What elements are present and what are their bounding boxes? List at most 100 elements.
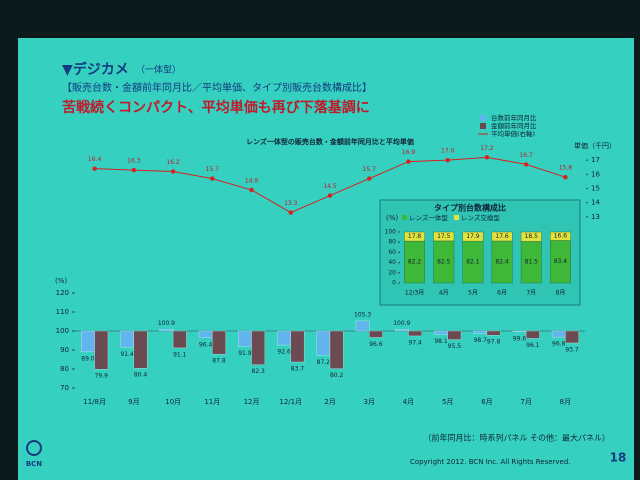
bar (159, 329, 174, 332)
price-point (249, 187, 254, 193)
legend-swatch (402, 215, 407, 220)
bar-value-label: 100.9 (393, 320, 410, 327)
bar-value-label: 100.9 (158, 320, 175, 327)
price-label: 16.9 (402, 149, 416, 156)
price-point (445, 157, 450, 163)
stack-segment (404, 231, 425, 242)
bar-value-label: 97.8 (487, 339, 501, 346)
legend-swatch (454, 215, 459, 220)
logo: BCN (26, 460, 42, 468)
section: ▼デジカメ (62, 61, 129, 78)
x-tick-label: 4月 (403, 398, 414, 406)
segment-label: 82.2 (408, 259, 422, 266)
legend-swatch (480, 123, 486, 129)
segment-label: 17.5 (437, 233, 451, 240)
bar (408, 330, 422, 337)
price-point (327, 193, 333, 198)
x-tick-label: 5月 (468, 290, 478, 297)
chart-title: タイプ別台数構成比 (434, 203, 506, 213)
bar (329, 330, 344, 369)
bar-value-label: 79.9 (95, 373, 109, 380)
price-point (131, 167, 137, 173)
bar-value-label: 91.1 (173, 351, 187, 358)
price-label: 16.4 (88, 156, 102, 163)
bar (316, 330, 331, 356)
stack-segment (433, 231, 455, 242)
segment-label: 17.9 (466, 233, 480, 240)
x-tick-label: 6月 (481, 398, 492, 406)
price-label: 13.3 (284, 200, 298, 207)
price-label: 17.2 (480, 145, 494, 152)
bar (512, 330, 527, 332)
section-note: （一体型） (136, 64, 181, 76)
price-point (367, 176, 372, 181)
price-point (210, 176, 215, 181)
bar (565, 330, 579, 344)
footer-note: （前年同月比：時系列パネル その他：最大パネル） (423, 433, 610, 443)
y2-tick-label: 17 (591, 156, 600, 164)
y-tick-label: 90 (60, 346, 69, 354)
legend-label: 平均単価(右軸) (491, 129, 535, 138)
bar (277, 330, 291, 346)
x-tick-label: 7月 (526, 290, 536, 297)
price-label: 17.0 (441, 148, 455, 155)
bar (94, 330, 109, 370)
x-tick-label: 3月 (363, 398, 374, 406)
legend-label: レンズ一体型 (409, 213, 448, 222)
price-point (563, 174, 568, 180)
x-tick-label: 12月 (244, 398, 260, 406)
y-tick-label: 110 (56, 308, 69, 316)
segment-label: 82.1 (466, 259, 480, 266)
subtitle: 【販売台数・金額前年同月比／平均単価、タイプ別販売台数構成比】 (62, 81, 372, 94)
bar (369, 330, 383, 338)
price-label: 14.5 (323, 183, 337, 190)
stack-segment (520, 231, 542, 242)
bar (120, 330, 134, 348)
stack-segment (491, 231, 513, 242)
segment-label: 83.4 (554, 258, 568, 265)
bar-value-label: 93.7 (565, 346, 579, 353)
y-tick-label: 70 (60, 384, 69, 392)
chart-title: レンズ一体型の販売台数・金額前年同月比と平均単価 (246, 137, 414, 146)
y2-tick-label: 14 (591, 199, 600, 207)
bar-value-label: 97.4 (408, 339, 422, 346)
bar (81, 330, 95, 353)
y-tick-label: 40 (388, 259, 396, 266)
x-tick-label: 2月 (324, 398, 335, 406)
segment-label: 16.6 (554, 233, 568, 240)
y2-tick-label: 16 (591, 170, 600, 178)
bar (394, 329, 409, 332)
bar-value-label: 87.2 (317, 359, 331, 366)
bar-value-label: 98.7 (474, 337, 488, 344)
legend-label: 台数前年同月比 (491, 113, 537, 122)
y-tick-label: 80 (60, 365, 69, 373)
bar-value-label: 82.3 (252, 368, 266, 375)
price-label: 15.8 (559, 165, 573, 172)
stack-segment (462, 231, 484, 242)
x-tick-label: 12/1月 (279, 398, 302, 406)
y-tick-label: 0 (392, 280, 396, 287)
price-label: 16.2 (166, 159, 180, 166)
stack-segment (550, 231, 571, 241)
bar-value-label: 87.8 (212, 358, 226, 365)
bar (172, 330, 187, 349)
bar (473, 330, 488, 334)
bar (447, 330, 462, 340)
y2-tick-label: 15 (591, 185, 600, 193)
bar (486, 330, 501, 336)
price-label: 16.7 (519, 152, 533, 159)
segment-label: 82.4 (495, 258, 509, 265)
bar-value-label: 83.7 (291, 365, 305, 372)
bar (251, 330, 266, 365)
y-tick-label: 60 (388, 249, 396, 256)
price-point (523, 162, 529, 167)
bar-value-label: 89.0 (81, 355, 95, 362)
x-tick-label: 10月 (165, 398, 181, 406)
legend-label: 金額前年同月比 (491, 121, 537, 130)
price-label: 16.3 (127, 158, 141, 165)
x-tick-label: 11月 (204, 398, 220, 406)
x-tick-label: 8月 (556, 290, 566, 297)
y-axis-label: (%) (55, 277, 67, 285)
page-box (590, 450, 634, 480)
